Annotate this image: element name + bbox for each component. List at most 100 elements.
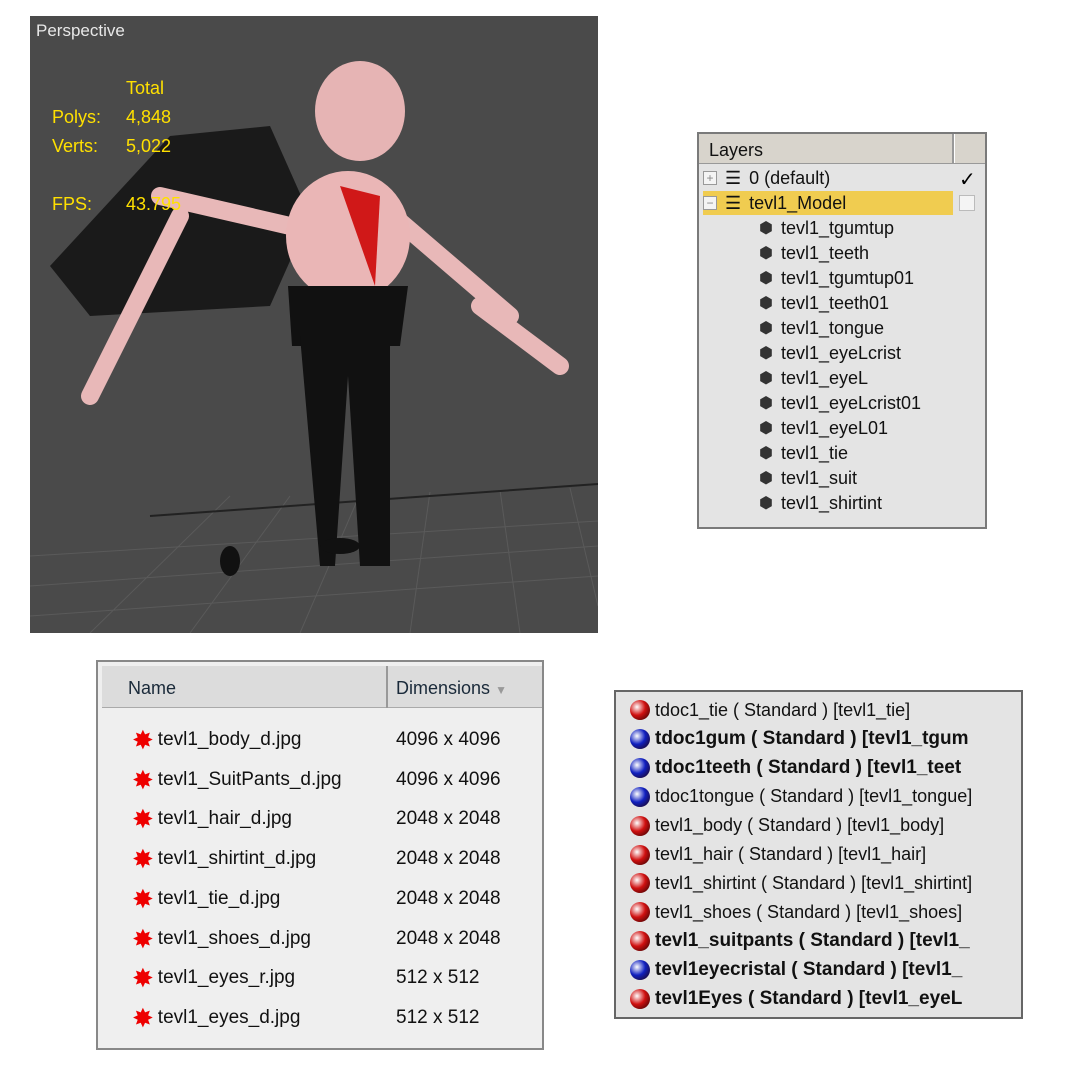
object-name: tevl1_teeth01 (780, 292, 890, 313)
material-label: tevl1_suitpants ( Standard ) [tevl1_ (655, 930, 970, 952)
layer-object-row[interactable]: ⬢ tevl1_suit (759, 466, 857, 490)
verts-value: 5,022 (126, 136, 172, 156)
image-file-icon: ✸ (132, 844, 154, 875)
file-dimensions: 4096 x 4096 (396, 768, 501, 790)
file-dimensions: 512 x 512 (396, 1006, 480, 1028)
layers-header[interactable]: Layers (699, 134, 985, 164)
object-cube-icon: ⬢ (759, 345, 773, 362)
file-row[interactable]: ✸ tevl1_hair_d.jpg (132, 801, 292, 837)
material-row[interactable]: tdoc1tongue ( Standard ) [tevl1_tongue] (630, 783, 972, 811)
layer-row[interactable]: − ☰ tevl1_Model (703, 191, 953, 215)
material-list-panel: tdoc1_tie ( Standard ) [tevl1_tie] tdoc1g… (614, 690, 1023, 1019)
layers-title: Layers (709, 140, 764, 160)
file-row[interactable]: ✸ tevl1_shoes_d.jpg (132, 921, 311, 957)
layer-object-row[interactable]: ⬢ tevl1_tongue (759, 316, 884, 340)
material-sphere-icon (630, 815, 650, 836)
file-list-panel: Name Dimensions ▼ ✸ tevl1_body_d.jpg 4096 … (96, 660, 544, 1050)
layer-row[interactable]: + ☰ 0 (default) (703, 166, 953, 190)
object-cube-icon: ⬢ (759, 495, 773, 512)
layer-object-row[interactable]: ⬢ tevl1_eyeL01 (759, 416, 888, 440)
layers-stack-icon: ☰ (725, 167, 742, 188)
fps-label: FPS: (52, 194, 93, 214)
material-row[interactable]: tevl1eyecristal ( Standard ) [tevl1_ (630, 956, 962, 984)
material-sphere-icon (630, 873, 650, 894)
file-row[interactable]: ✸ tevl1_SuitPants_d.jpg (132, 762, 342, 798)
layers-panel: Layers + ☰ 0 (default) ✓ − ☰ tevl1_Model ⬢ tevl1… (697, 132, 987, 529)
material-row[interactable]: tevl1_shirtint ( Standard ) [tevl1_shirt… (630, 869, 972, 897)
dimensions-label: Dimensions (396, 678, 491, 698)
material-sphere-icon (630, 700, 650, 720)
material-sphere-icon (630, 844, 650, 865)
object-name: tevl1_eyeL (780, 367, 869, 388)
material-label: tevl1_hair ( Standard ) [tevl1_hair] (655, 844, 927, 864)
object-name: tevl1_tgumtup01 (780, 267, 915, 288)
material-label: tdoc1teeth ( Standard ) [tevl1_teet (655, 756, 962, 778)
object-cube-icon: ⬢ (759, 395, 773, 412)
layer-name: 0 (default) (749, 167, 831, 188)
expand-toggle[interactable]: − (703, 196, 717, 210)
polys-label: Polys: (52, 107, 102, 127)
object-name: tevl1_suit (780, 467, 858, 488)
material-sphere-icon (630, 960, 650, 981)
file-row[interactable]: ✸ tevl1_eyes_r.jpg (132, 960, 295, 996)
file-name: tevl1_SuitPants_d.jpg (157, 768, 342, 790)
file-row[interactable]: ✸ tevl1_eyes_d.jpg (132, 1000, 300, 1036)
object-cube-icon: ⬢ (759, 295, 773, 312)
legs (300, 336, 390, 566)
layer-object-row[interactable]: ⬢ tevl1_tgumtup01 (759, 266, 914, 290)
file-dimensions: 512 x 512 (396, 967, 480, 989)
material-label: tevl1Eyes ( Standard ) [tevl1_eyeL (655, 988, 963, 1009)
object-cube-icon: ⬢ (759, 445, 773, 462)
layer-object-row[interactable]: ⬢ tevl1_eyeL (759, 366, 868, 390)
layer-object-row[interactable]: ⬢ tevl1_tie (759, 441, 848, 465)
verts-label: Verts: (52, 136, 99, 156)
layer-object-row[interactable]: ⬢ tevl1_eyeLcrist (759, 341, 901, 365)
material-row[interactable]: tdoc1_tie ( Standard ) [tevl1_tie] (630, 696, 910, 724)
material-row[interactable]: tevl1_body ( Standard ) [tevl1_body] (630, 812, 944, 840)
material-label: tevl1_body ( Standard ) [tevl1_body] (655, 815, 945, 836)
object-name: tevl1_eyeL01 (780, 417, 889, 438)
file-dimensions: 4096 x 4096 (396, 729, 501, 750)
image-file-icon: ✸ (132, 804, 154, 835)
image-file-icon: ✸ (132, 764, 154, 795)
arms (81, 187, 569, 405)
perspective-viewport[interactable]: Perspective Total Polys: 4,848 Verts: 5,… (30, 16, 598, 633)
file-row[interactable]: ✸ tevl1_tie_d.jpg (132, 881, 280, 917)
material-row[interactable]: tdoc1teeth ( Standard ) [tevl1_teet (630, 754, 961, 782)
visibility-checkbox[interactable] (959, 195, 975, 211)
layer-object-row[interactable]: ⬢ tevl1_shirtint (759, 491, 882, 515)
object-name: tevl1_eyeLcrist01 (780, 392, 922, 413)
viewport-label[interactable]: Perspective (36, 21, 125, 40)
material-label: tdoc1tongue ( Standard ) [tevl1_tongue] (655, 786, 973, 807)
material-row[interactable]: tevl1Eyes ( Standard ) [tevl1_eyeL (630, 985, 962, 1013)
layer-object-row[interactable]: ⬢ tevl1_teeth (759, 241, 869, 265)
column-header-name[interactable]: Name (102, 666, 388, 708)
object-name: tevl1_teeth (780, 242, 870, 263)
tie (340, 186, 380, 286)
object-name: tevl1_tongue (780, 317, 885, 338)
material-row[interactable]: tevl1_hair ( Standard ) [tevl1_hair] (630, 841, 926, 869)
file-dimensions: 2048 x 2048 (396, 927, 501, 949)
file-name: tevl1_eyes_r.jpg (157, 967, 296, 989)
material-label: tdoc1_tie ( Standard ) [tevl1_tie] (655, 699, 911, 720)
material-sphere-icon (630, 757, 650, 778)
file-row[interactable]: ✸ tevl1_body_d.jpg (132, 722, 301, 758)
layer-object-row[interactable]: ⬢ tevl1_eyeLcrist01 (759, 391, 921, 415)
checkmark-icon[interactable]: ✓ (959, 169, 976, 191)
object-cube-icon: ⬢ (759, 220, 773, 237)
object-cube-icon: ⬢ (759, 320, 773, 337)
file-row[interactable]: ✸ tevl1_shirtint_d.jpg (132, 841, 316, 877)
column-header-dimensions[interactable]: Dimensions ▼ (396, 666, 507, 708)
material-row[interactable]: tevl1_suitpants ( Standard ) [tevl1_ (630, 927, 970, 955)
material-row[interactable]: tdoc1gum ( Standard ) [tevl1_tgum (630, 725, 969, 753)
image-file-icon: ✸ (132, 1002, 154, 1033)
layer-object-row[interactable]: ⬢ tevl1_tgumtup (759, 216, 894, 240)
object-name: tevl1_tie (780, 442, 849, 463)
expand-toggle[interactable]: + (703, 171, 717, 185)
material-sphere-icon (630, 931, 650, 952)
material-row[interactable]: tevl1_shoes ( Standard ) [tevl1_shoes] (630, 898, 962, 926)
file-dimensions: 2048 x 2048 (396, 887, 501, 909)
layer-object-row[interactable]: ⬢ tevl1_teeth01 (759, 291, 889, 315)
material-label: tevl1eyecristal ( Standard ) [tevl1_ (655, 959, 963, 981)
object-name: tevl1_eyeLcrist (780, 342, 902, 363)
